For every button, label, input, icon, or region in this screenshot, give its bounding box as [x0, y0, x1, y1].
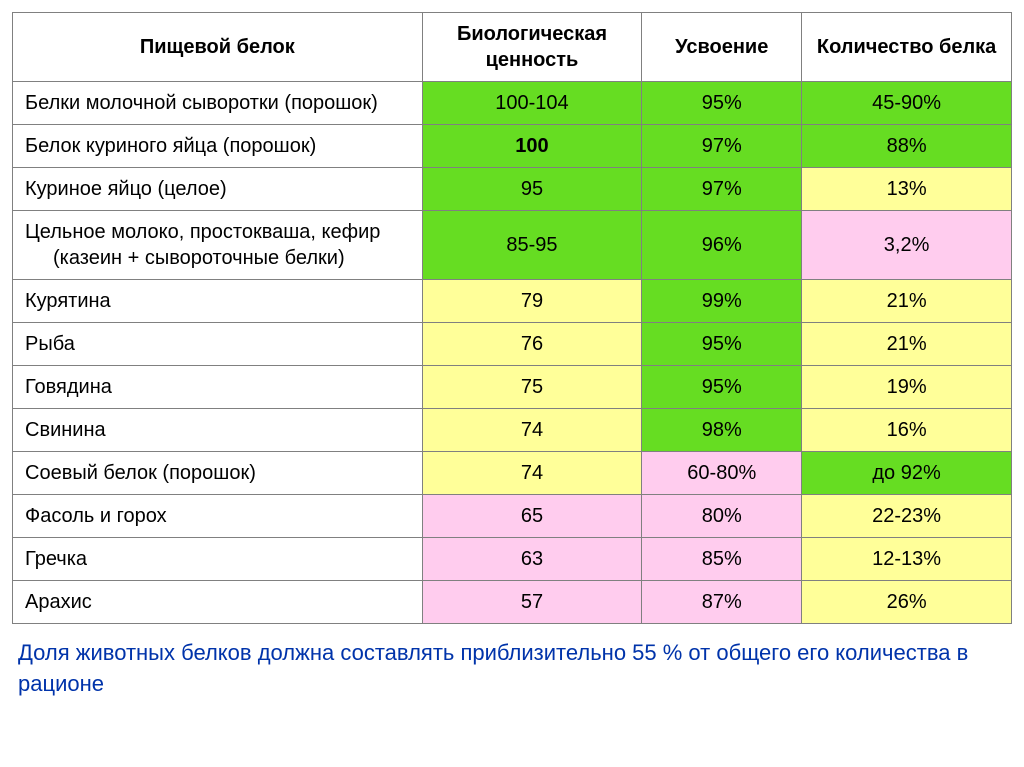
cell-value: 98% — [642, 409, 802, 452]
cell-value: 63 — [422, 538, 642, 581]
cell-value: 87% — [642, 581, 802, 624]
table-row: Курятина7999%21% — [13, 280, 1012, 323]
cell-value: 21% — [802, 323, 1012, 366]
table-row: Цельное молоко, простокваша, кефир (казе… — [13, 211, 1012, 280]
cell-value: 3,2% — [802, 211, 1012, 280]
cell-value: 19% — [802, 366, 1012, 409]
row-label: Гречка — [13, 538, 423, 581]
row-label: Курятина — [13, 280, 423, 323]
cell-value: 95% — [642, 323, 802, 366]
row-label: Говядина — [13, 366, 423, 409]
table-row: Белки молочной сыворотки (порошок)100-10… — [13, 82, 1012, 125]
cell-value: 100-104 — [422, 82, 642, 125]
col-header-0: Пищевой белок — [13, 13, 423, 82]
cell-value: 74 — [422, 452, 642, 495]
table-row: Фасоль и горох6580%22-23% — [13, 495, 1012, 538]
cell-value: 45-90% — [802, 82, 1012, 125]
cell-value: 95% — [642, 366, 802, 409]
cell-value: 85% — [642, 538, 802, 581]
table-row: Куриное яйцо (целое)9597%13% — [13, 168, 1012, 211]
table-row: Арахис5787%26% — [13, 581, 1012, 624]
cell-value: 26% — [802, 581, 1012, 624]
cell-value: 100 — [422, 125, 642, 168]
cell-value: 76 — [422, 323, 642, 366]
protein-table: Пищевой белок Биологическая ценность Усв… — [12, 12, 1012, 624]
row-label: Рыба — [13, 323, 423, 366]
cell-value: 95% — [642, 82, 802, 125]
cell-value: 85-95 — [422, 211, 642, 280]
cell-value: 80% — [642, 495, 802, 538]
cell-value: 22-23% — [802, 495, 1012, 538]
row-label: Цельное молоко, простокваша, кефир (казе… — [13, 211, 423, 280]
cell-value: 99% — [642, 280, 802, 323]
cell-value: 75 — [422, 366, 642, 409]
table-row: Рыба7695%21% — [13, 323, 1012, 366]
cell-value: 21% — [802, 280, 1012, 323]
cell-value: 13% — [802, 168, 1012, 211]
cell-value: 97% — [642, 125, 802, 168]
table-body: Белки молочной сыворотки (порошок)100-10… — [13, 82, 1012, 624]
row-label: Фасоль и горох — [13, 495, 423, 538]
cell-value: 88% — [802, 125, 1012, 168]
cell-value: 95 — [422, 168, 642, 211]
row-label: Куриное яйцо (целое) — [13, 168, 423, 211]
row-label: Соевый белок (порошок) — [13, 452, 423, 495]
cell-value: 79 — [422, 280, 642, 323]
row-label: Белки молочной сыворотки (порошок) — [13, 82, 423, 125]
cell-value: 96% — [642, 211, 802, 280]
col-header-1: Биологическая ценность — [422, 13, 642, 82]
footnote-text: Доля животных белков должна составлять п… — [12, 624, 1012, 706]
col-header-3: Количество белка — [802, 13, 1012, 82]
header-row: Пищевой белок Биологическая ценность Усв… — [13, 13, 1012, 82]
row-label: Свинина — [13, 409, 423, 452]
cell-value: 65 — [422, 495, 642, 538]
cell-value: 97% — [642, 168, 802, 211]
cell-value: 12-13% — [802, 538, 1012, 581]
table-row: Гречка6385%12-13% — [13, 538, 1012, 581]
row-label: Белок куриного яйца (порошок) — [13, 125, 423, 168]
row-label: Арахис — [13, 581, 423, 624]
table-row: Говядина7595%19% — [13, 366, 1012, 409]
cell-value: 60-80% — [642, 452, 802, 495]
cell-value: 57 — [422, 581, 642, 624]
table-row: Соевый белок (порошок)7460-80%до 92% — [13, 452, 1012, 495]
cell-value: 74 — [422, 409, 642, 452]
table-row: Свинина7498%16% — [13, 409, 1012, 452]
col-header-2: Усвоение — [642, 13, 802, 82]
cell-value: до 92% — [802, 452, 1012, 495]
cell-value: 16% — [802, 409, 1012, 452]
table-row: Белок куриного яйца (порошок)10097%88% — [13, 125, 1012, 168]
